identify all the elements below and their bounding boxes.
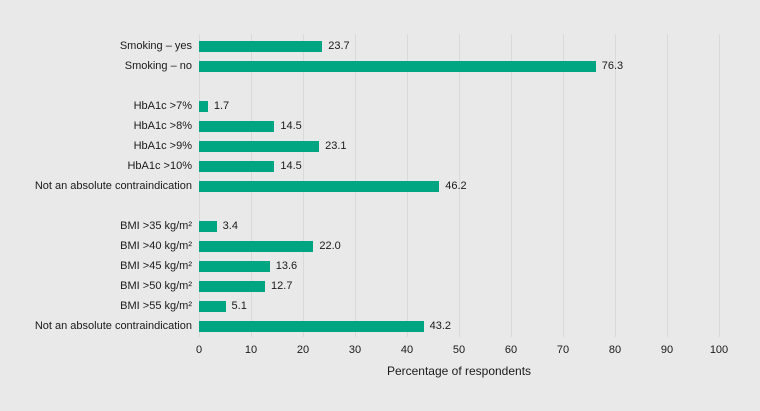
value-label: 13.6: [275, 260, 298, 272]
bar: [199, 181, 440, 192]
bar: [199, 261, 270, 272]
category-label: HbA1c >7%: [133, 100, 192, 112]
bar: [199, 101, 208, 112]
bar: [199, 61, 596, 72]
category-label: Not an absolute contraindication: [34, 180, 192, 192]
bar: [199, 161, 275, 172]
gridline: [563, 34, 564, 337]
x-tick-label: 10: [244, 344, 258, 356]
category-label: BMI >50 kg/m²: [120, 280, 192, 292]
value-label: 5.1: [231, 300, 247, 312]
x-tick-label: 60: [504, 344, 518, 356]
x-tick-label: 40: [400, 344, 414, 356]
bar: [199, 301, 226, 312]
value-label: 1.7: [213, 100, 230, 112]
value-label: 76.3: [601, 60, 624, 72]
x-tick-label: 70: [556, 344, 570, 356]
category-label: BMI >40 kg/m²: [120, 240, 192, 252]
category-label: HbA1c >8%: [133, 120, 192, 132]
value-label: 43.2: [429, 320, 452, 332]
value-label: 3.4: [222, 220, 238, 232]
gridline: [719, 34, 720, 337]
bar: [199, 141, 320, 152]
x-tick-label: 50: [452, 344, 466, 356]
category-label: BMI >35 kg/m²: [120, 220, 192, 232]
category-label: HbA1c >10%: [127, 160, 192, 172]
gridline: [615, 34, 616, 337]
x-tick-label: 90: [660, 344, 674, 356]
value-label: 46.2: [445, 180, 467, 192]
gridline: [511, 34, 512, 337]
value-label: 14.5: [280, 120, 302, 132]
x-tick-label: 80: [608, 344, 622, 356]
bar: [199, 121, 275, 132]
bar: [199, 41, 323, 52]
bar: [199, 241, 314, 252]
category-label: Smoking – no: [124, 60, 192, 72]
x-tick-label: 0: [195, 344, 203, 356]
bar: [199, 281, 266, 292]
x-tick-label: 20: [296, 344, 310, 356]
value-label: 23.7: [328, 40, 350, 52]
category-label: Smoking – yes: [119, 40, 192, 52]
x-tick-label: 100: [709, 344, 729, 356]
value-label: 22.0: [319, 240, 341, 252]
value-label: 12.7: [271, 280, 293, 292]
x-tick-label: 30: [348, 344, 362, 356]
x-axis-label: Percentage of respondents: [386, 364, 532, 378]
bar: [199, 221, 217, 232]
category-label: BMI >55 kg/m²: [120, 300, 192, 312]
category-label: Not an absolute contraindication: [34, 320, 192, 332]
value-label: 14.5: [280, 160, 302, 172]
value-label: 23.1: [325, 140, 347, 152]
category-label: HbA1c >9%: [133, 140, 192, 152]
category-label: BMI >45 kg/m²: [120, 260, 192, 272]
gridline: [667, 34, 668, 337]
gridline: [459, 34, 460, 337]
bar: [199, 321, 424, 332]
